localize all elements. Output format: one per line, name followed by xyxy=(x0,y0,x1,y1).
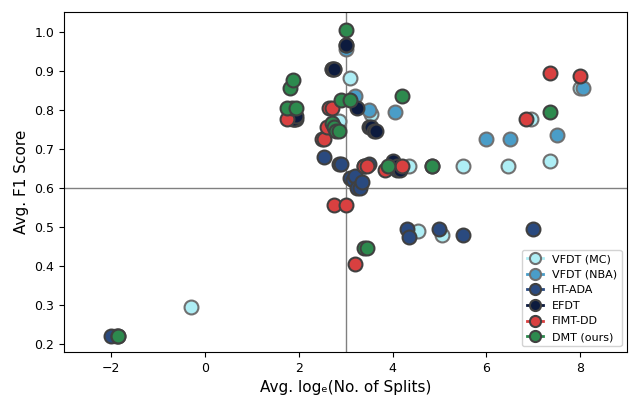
VFDT (MC) xyxy=(502,163,513,170)
FIMT-DD xyxy=(575,73,586,80)
FIMT-DD xyxy=(397,163,407,170)
DMT (ours) xyxy=(428,163,438,170)
HT-ADA xyxy=(345,175,355,181)
X-axis label: Avg. logₑ(No. of Splits): Avg. logₑ(No. of Splits) xyxy=(260,380,431,395)
VFDT (NBA) xyxy=(111,333,121,340)
VFDT (MC) xyxy=(545,157,555,164)
DMT (ours) xyxy=(113,333,123,340)
FIMT-DD xyxy=(521,116,531,123)
HT-ADA xyxy=(319,153,330,160)
HT-ADA xyxy=(289,116,299,123)
DMT (ours) xyxy=(359,245,369,252)
FIMT-DD xyxy=(324,104,334,111)
DMT (ours) xyxy=(340,26,351,33)
FIMT-DD xyxy=(350,261,360,267)
HT-ADA xyxy=(348,177,358,183)
DMT (ours) xyxy=(336,97,346,103)
FIMT-DD xyxy=(359,163,369,170)
HT-ADA xyxy=(355,185,365,191)
VFDT (NBA) xyxy=(326,66,337,72)
VFDT (MC) xyxy=(366,110,376,117)
FIMT-DD xyxy=(319,136,330,142)
VFDT (MC) xyxy=(575,85,586,92)
VFDT (NBA) xyxy=(505,136,515,142)
HT-ADA xyxy=(350,173,360,179)
DMT (ours) xyxy=(331,128,341,134)
HT-ADA xyxy=(340,42,351,48)
EFDT xyxy=(340,42,351,48)
DMT (ours) xyxy=(362,245,372,252)
FIMT-DD xyxy=(329,202,339,209)
VFDT (MC) xyxy=(345,75,355,82)
DMT (ours) xyxy=(333,128,344,134)
DMT (ours) xyxy=(397,93,407,99)
HT-ADA xyxy=(401,226,412,232)
EFDT xyxy=(291,112,301,119)
FIMT-DD xyxy=(317,136,327,142)
HT-ADA xyxy=(357,179,367,185)
FIMT-DD xyxy=(113,333,123,340)
DMT (ours) xyxy=(345,97,355,103)
VFDT (NBA) xyxy=(287,116,297,123)
DMT (ours) xyxy=(291,104,301,111)
DMT (ours) xyxy=(282,104,292,111)
EFDT xyxy=(387,157,397,164)
FIMT-DD xyxy=(380,167,390,174)
HT-ADA xyxy=(528,226,538,232)
VFDT (NBA) xyxy=(481,136,492,142)
EFDT xyxy=(326,66,337,72)
FIMT-DD xyxy=(340,202,351,209)
VFDT (NBA) xyxy=(364,106,374,113)
DMT (ours) xyxy=(383,163,393,170)
FIMT-DD xyxy=(362,163,372,170)
VFDT (NBA) xyxy=(552,132,562,138)
VFDT (MC) xyxy=(404,163,414,170)
VFDT (NBA) xyxy=(350,93,360,99)
FIMT-DD xyxy=(322,124,332,130)
HT-ADA xyxy=(392,167,403,174)
HT-ADA xyxy=(336,161,346,168)
VFDT (NBA) xyxy=(340,46,351,52)
VFDT (NBA) xyxy=(329,66,339,72)
VFDT (MC) xyxy=(186,304,196,310)
DMT (ours) xyxy=(545,108,555,115)
HT-ADA xyxy=(404,234,414,240)
EFDT xyxy=(352,104,362,111)
Legend: VFDT (MC), VFDT (NBA), HT-ADA, EFDT, FIMT-DD, DMT (ours): VFDT (MC), VFDT (NBA), HT-ADA, EFDT, FIM… xyxy=(522,250,621,346)
DMT (ours) xyxy=(326,120,337,126)
HT-ADA xyxy=(387,161,397,168)
FIMT-DD xyxy=(428,163,438,170)
VFDT (MC) xyxy=(458,163,468,170)
FIMT-DD xyxy=(287,104,297,111)
HT-ADA xyxy=(435,226,445,232)
HT-ADA xyxy=(333,161,344,168)
VFDT (MC) xyxy=(436,232,447,238)
EFDT xyxy=(392,163,403,170)
EFDT xyxy=(289,116,299,123)
DMT (ours) xyxy=(329,124,339,130)
FIMT-DD xyxy=(326,104,337,111)
FIMT-DD xyxy=(545,69,555,76)
VFDT (MC) xyxy=(413,228,424,234)
EFDT xyxy=(369,128,379,134)
HT-ADA xyxy=(106,333,116,340)
EFDT xyxy=(364,124,374,130)
VFDT (NBA) xyxy=(390,108,400,115)
Y-axis label: Avg. F1 Score: Avg. F1 Score xyxy=(13,130,29,234)
HT-ADA xyxy=(458,232,468,238)
DMT (ours) xyxy=(288,77,298,84)
VFDT (MC) xyxy=(526,116,536,123)
VFDT (NBA) xyxy=(577,85,588,92)
HT-ADA xyxy=(364,161,374,168)
DMT (ours) xyxy=(285,85,295,92)
VFDT (MC) xyxy=(333,118,344,125)
FIMT-DD xyxy=(282,116,292,123)
HT-ADA xyxy=(352,185,362,191)
EFDT xyxy=(371,128,381,134)
HT-ADA xyxy=(359,163,369,170)
EFDT xyxy=(394,167,404,174)
EFDT xyxy=(329,66,339,72)
HT-ADA xyxy=(291,116,301,123)
EFDT xyxy=(366,124,376,130)
